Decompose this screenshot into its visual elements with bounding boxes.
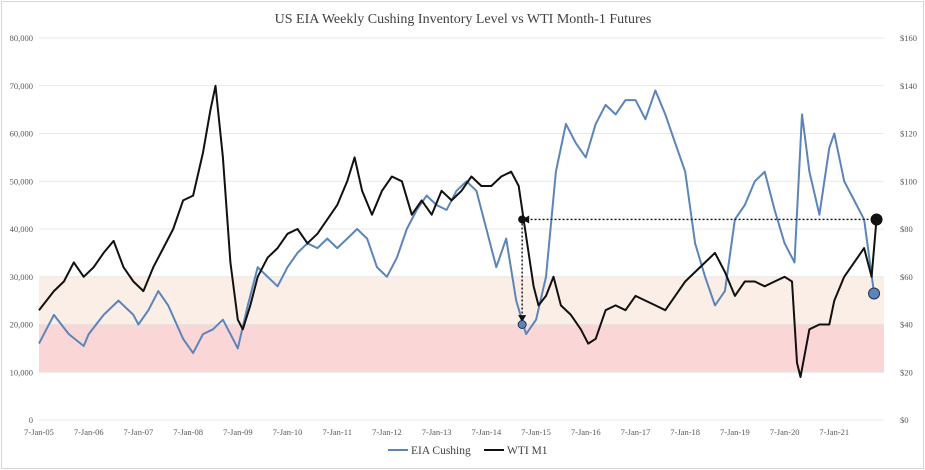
left-tick-label: 80,000 bbox=[10, 33, 33, 43]
data-marker bbox=[518, 215, 527, 224]
right-tick-label: $0 bbox=[900, 415, 909, 425]
x-tick-label: 7-Jan-09 bbox=[223, 427, 253, 437]
arrow-head bbox=[518, 315, 527, 323]
x-tick-label: 7-Jan-11 bbox=[323, 427, 352, 437]
left-tick-label: 0 bbox=[29, 415, 33, 425]
right-tick-label: $100 bbox=[900, 176, 917, 186]
x-tick-label: 7-Jan-14 bbox=[471, 427, 501, 437]
right-tick-label: $20 bbox=[900, 367, 913, 377]
annotations bbox=[517, 213, 883, 329]
x-axis-ticks: 7-Jan-05 7-Jan-06 7-Jan-07 7-Jan-08 7-Jan-09… bbox=[24, 427, 849, 437]
x-tick-label: 7-Jan-16 bbox=[571, 427, 601, 437]
right-tick-label: $40 bbox=[900, 320, 913, 330]
right-axis-ticks: $0 $20 $40 $60 $80 $100 $120 $140 $160 bbox=[900, 33, 917, 425]
series-lines bbox=[38, 84, 878, 378]
band-1 bbox=[39, 324, 884, 373]
left-tick-label: 20,000 bbox=[10, 320, 33, 330]
x-tick-label: 7-Jan-18 bbox=[670, 427, 700, 437]
x-tick-label: 7-Jan-12 bbox=[372, 427, 402, 437]
chart-title: US EIA Weekly Cushing Inventory Level vs… bbox=[275, 12, 652, 27]
data-marker bbox=[868, 287, 881, 300]
right-tick-label: $60 bbox=[900, 272, 913, 282]
left-tick-label: 40,000 bbox=[10, 224, 33, 234]
right-tick-label: $80 bbox=[900, 224, 913, 234]
right-tick-label: $120 bbox=[900, 129, 917, 139]
series-line-eia-cushing bbox=[38, 89, 876, 355]
x-tick-label: 7-Jan-20 bbox=[770, 427, 800, 437]
x-tick-label: 7-Jan-17 bbox=[621, 427, 651, 437]
x-tick-label: 7-Jan-10 bbox=[273, 427, 303, 437]
x-tick-label: 7-Jan-13 bbox=[422, 427, 452, 437]
x-tick-label: 7-Jan-08 bbox=[173, 427, 203, 437]
left-tick-label: 30,000 bbox=[10, 272, 33, 282]
x-tick-label: 7-Jan-15 bbox=[521, 427, 551, 437]
legend-label: EIA Cushing bbox=[411, 445, 471, 457]
x-tick-label: 7-Jan-05 bbox=[24, 427, 54, 437]
data-marker bbox=[517, 320, 527, 329]
left-tick-label: 60,000 bbox=[10, 129, 33, 139]
left-tick-label: 70,000 bbox=[10, 81, 33, 91]
series-line-wti-m1 bbox=[38, 84, 878, 378]
x-tick-label: 7-Jan-21 bbox=[819, 427, 849, 437]
x-tick-label: 7-Jan-07 bbox=[124, 427, 154, 437]
left-tick-label: 50,000 bbox=[10, 176, 33, 186]
x-tick-label: 7-Jan-19 bbox=[720, 427, 750, 437]
left-axis-ticks: 0 10,000 20,000 30,000 40,000 50,000 60,000 70,… bbox=[10, 33, 33, 425]
right-tick-label: $140 bbox=[900, 81, 917, 91]
legend-label: WTI M1 bbox=[507, 445, 548, 457]
left-tick-label: 10,000 bbox=[10, 367, 33, 377]
data-marker bbox=[870, 213, 883, 226]
gridlines bbox=[39, 37, 884, 421]
legend: EIA Cushing WTI M1 bbox=[388, 445, 548, 457]
x-tick-label: 7-Jan-06 bbox=[74, 427, 104, 437]
right-tick-label: $160 bbox=[900, 33, 917, 43]
